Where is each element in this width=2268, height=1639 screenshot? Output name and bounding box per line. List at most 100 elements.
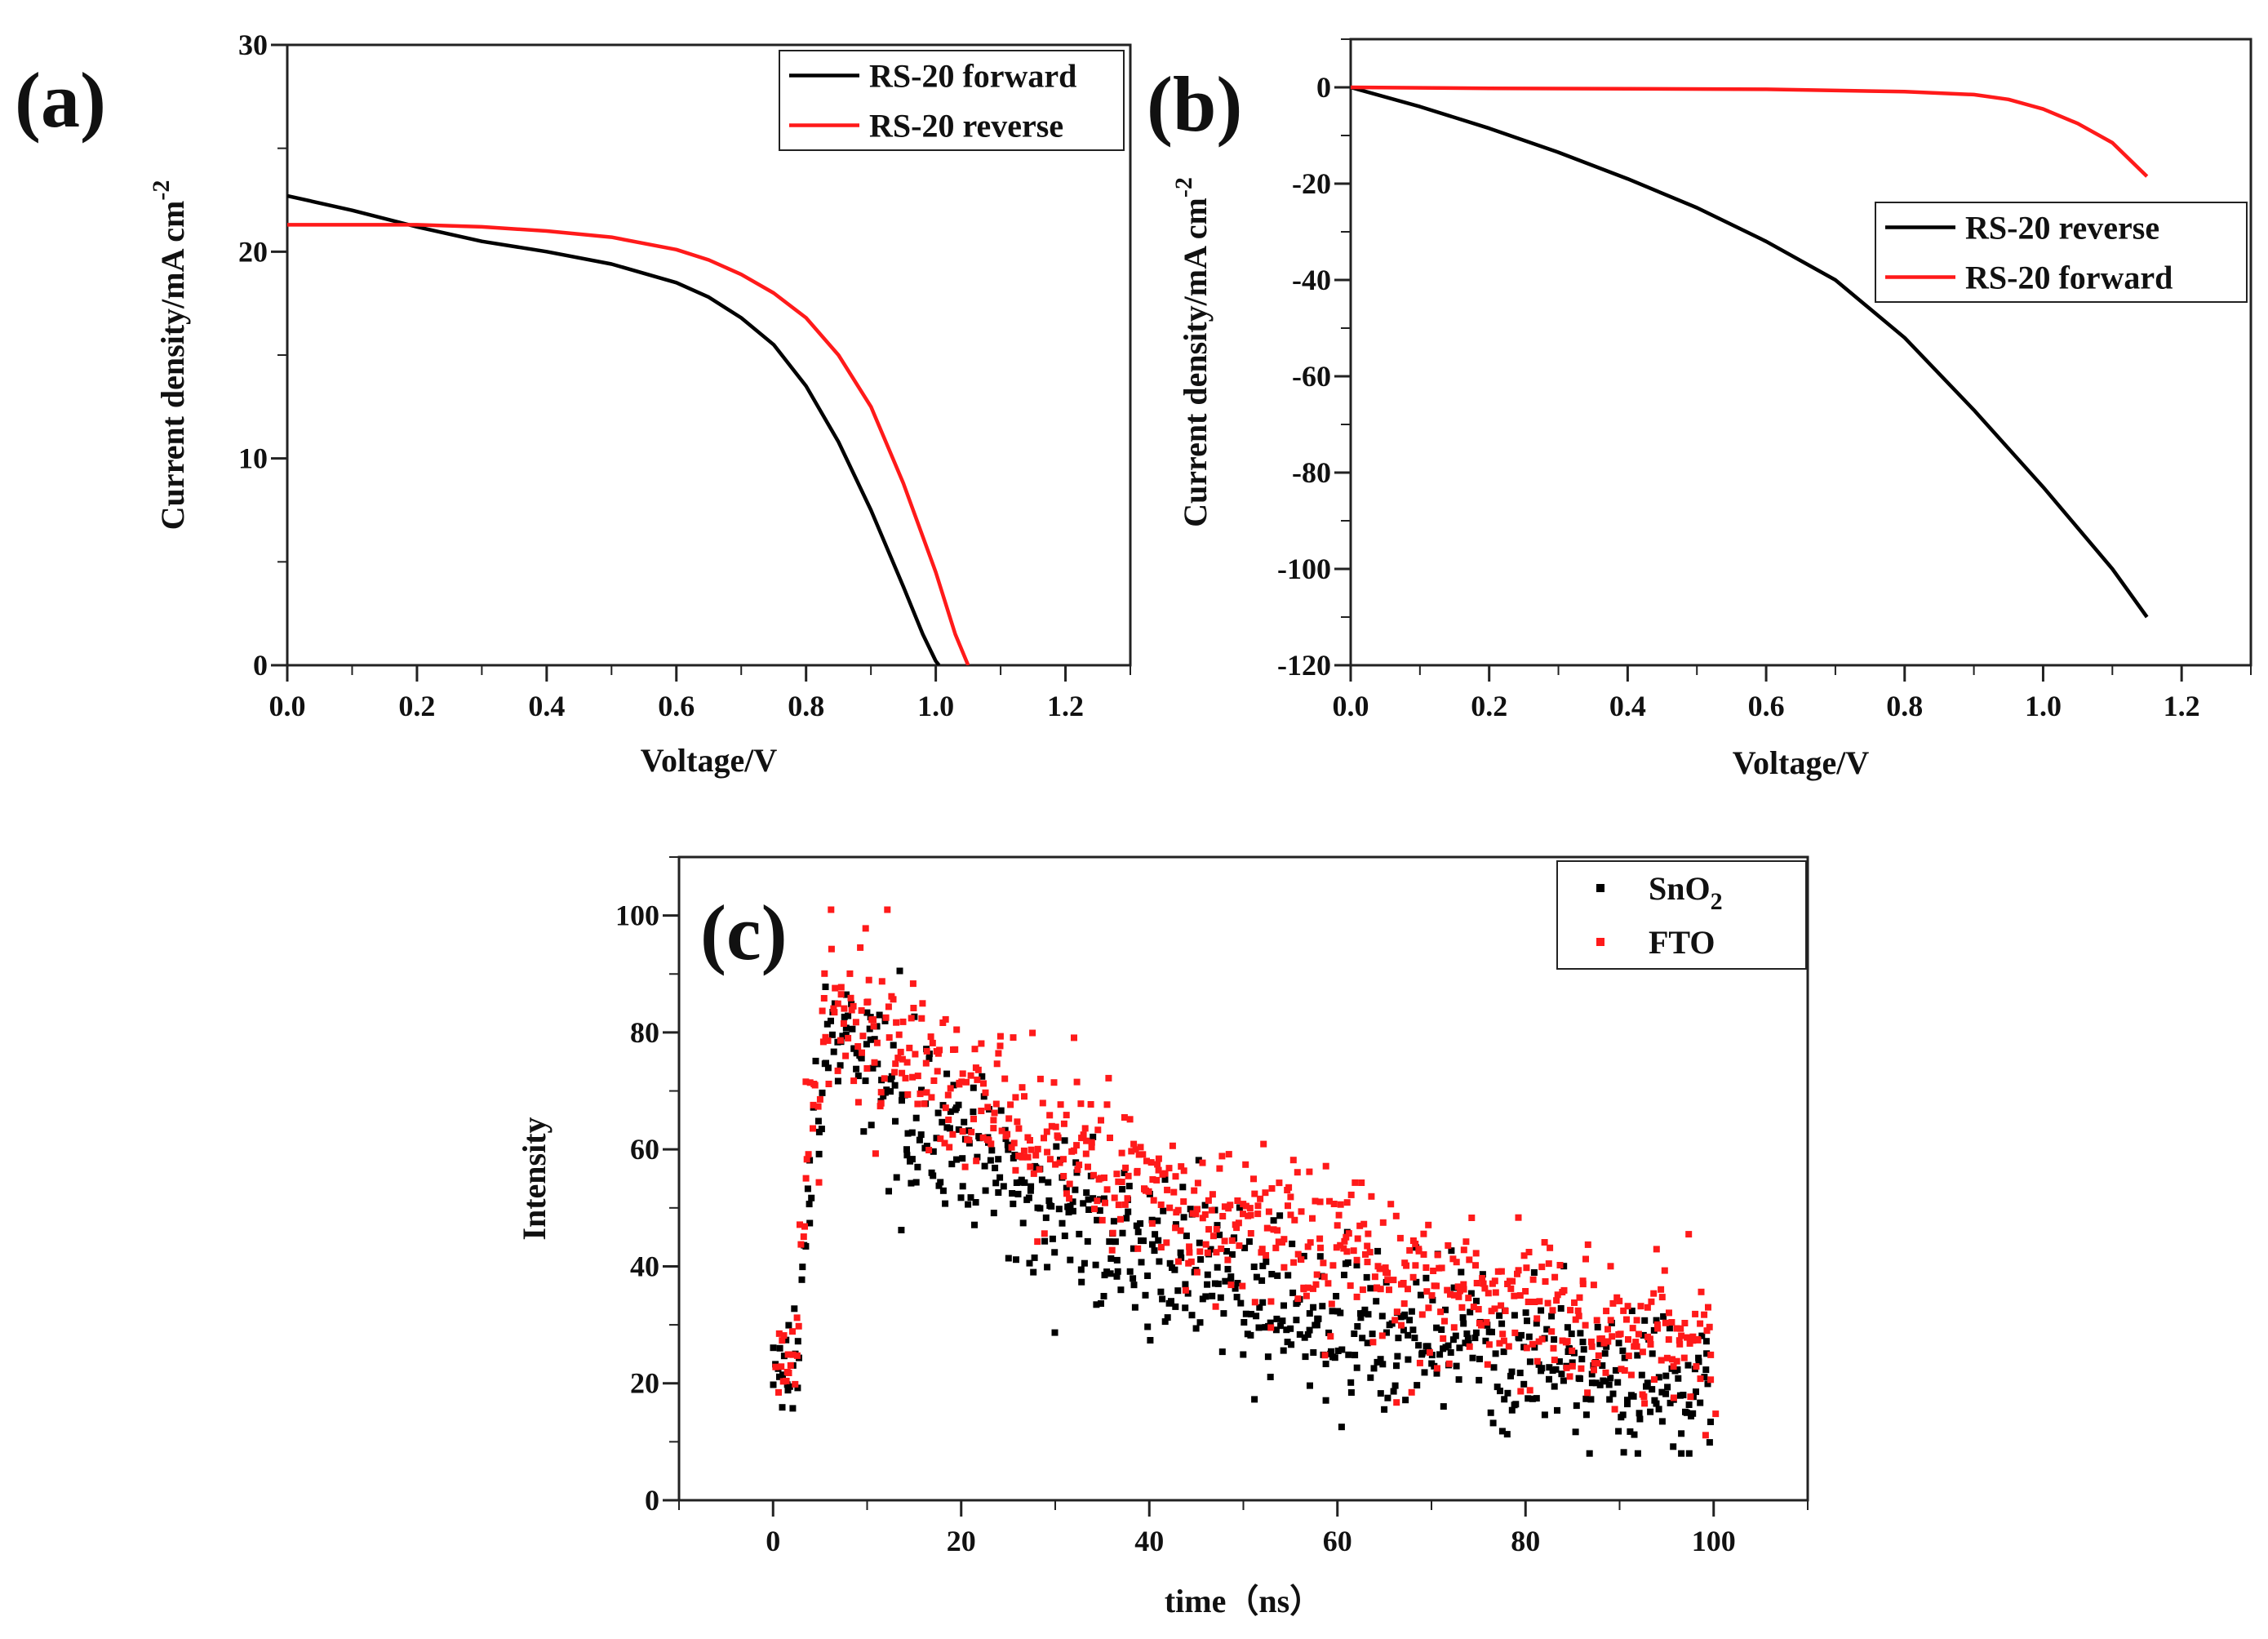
data-point bbox=[1039, 1099, 1046, 1107]
data-point bbox=[1145, 1188, 1152, 1195]
data-point bbox=[988, 1140, 995, 1148]
data-point bbox=[1298, 1208, 1305, 1215]
data-point bbox=[779, 1404, 786, 1411]
data-point bbox=[930, 1172, 937, 1179]
y-axis-label-superscript: -2 bbox=[148, 180, 175, 201]
data-point bbox=[1406, 1317, 1414, 1324]
data-point bbox=[1247, 1230, 1254, 1237]
data-point bbox=[1010, 1034, 1017, 1042]
data-point bbox=[1213, 1226, 1220, 1233]
data-point bbox=[1258, 1246, 1266, 1253]
data-point bbox=[909, 980, 917, 988]
data-point bbox=[893, 1019, 900, 1026]
data-point bbox=[1568, 1330, 1575, 1338]
data-point bbox=[1289, 1240, 1296, 1247]
data-point bbox=[973, 1157, 980, 1165]
data-point bbox=[1115, 1201, 1122, 1209]
data-point bbox=[868, 1122, 875, 1129]
data-point bbox=[1228, 1250, 1236, 1258]
data-point bbox=[1369, 1339, 1377, 1346]
data-point bbox=[1322, 1162, 1329, 1170]
data-point bbox=[1603, 1343, 1610, 1350]
data-point bbox=[1697, 1320, 1704, 1327]
data-point bbox=[1005, 1115, 1013, 1122]
data-point bbox=[1366, 1249, 1374, 1256]
data-point bbox=[1254, 1210, 1262, 1218]
data-point bbox=[1134, 1245, 1142, 1252]
data-point bbox=[1012, 1094, 1019, 1101]
data-point bbox=[1218, 1245, 1225, 1252]
data-point bbox=[1304, 1284, 1312, 1291]
data-point bbox=[775, 1388, 782, 1396]
data-point bbox=[922, 1059, 930, 1067]
data-point bbox=[1523, 1264, 1530, 1272]
data-point bbox=[908, 1179, 915, 1187]
data-point bbox=[1471, 1335, 1479, 1342]
data-point bbox=[1233, 1294, 1241, 1301]
data-point bbox=[1304, 1243, 1312, 1250]
data-point bbox=[1119, 1229, 1126, 1237]
data-point bbox=[898, 1227, 905, 1233]
x-tick-label: 40 bbox=[1134, 1525, 1164, 1557]
data-point bbox=[1322, 1397, 1329, 1404]
data-point bbox=[1254, 1202, 1262, 1210]
legend-box bbox=[1875, 202, 2248, 303]
data-point bbox=[770, 1344, 777, 1352]
data-point bbox=[1559, 1337, 1566, 1344]
data-point bbox=[1567, 1307, 1574, 1314]
data-point bbox=[1658, 1286, 1665, 1293]
data-point bbox=[1450, 1291, 1458, 1299]
data-point bbox=[1082, 1150, 1090, 1157]
data-point bbox=[1080, 1200, 1087, 1207]
data-point bbox=[1134, 1228, 1142, 1236]
data-point bbox=[1208, 1206, 1215, 1214]
data-point bbox=[934, 1050, 942, 1057]
data-point bbox=[1516, 1370, 1524, 1376]
data-point bbox=[1084, 1237, 1091, 1245]
legend: RS-20 forward RS-20 reverse bbox=[779, 50, 1125, 151]
data-point bbox=[1056, 1159, 1063, 1166]
data-point bbox=[1670, 1363, 1677, 1370]
data-point bbox=[1578, 1356, 1586, 1363]
data-point bbox=[770, 1381, 777, 1388]
data-point bbox=[972, 1199, 979, 1206]
data-point bbox=[1533, 1357, 1541, 1365]
data-point bbox=[1063, 1190, 1070, 1197]
data-point bbox=[1159, 1295, 1166, 1303]
data-point bbox=[1522, 1288, 1529, 1295]
data-point bbox=[1582, 1411, 1590, 1419]
data-point bbox=[1248, 1311, 1254, 1317]
data-point bbox=[1411, 1335, 1418, 1342]
data-point bbox=[1174, 1287, 1182, 1295]
data-point bbox=[934, 1109, 942, 1117]
data-point bbox=[1285, 1272, 1292, 1279]
data-point bbox=[1491, 1277, 1498, 1285]
data-point bbox=[1664, 1384, 1671, 1391]
data-point bbox=[1098, 1216, 1106, 1224]
data-point bbox=[1651, 1376, 1658, 1384]
data-point bbox=[895, 1031, 903, 1038]
data-point bbox=[971, 1046, 979, 1053]
data-point bbox=[1132, 1146, 1139, 1153]
data-point bbox=[1204, 1249, 1211, 1256]
data-point bbox=[1525, 1395, 1532, 1402]
data-point bbox=[1387, 1201, 1395, 1208]
data-point bbox=[1533, 1395, 1540, 1402]
data-point bbox=[1472, 1262, 1479, 1269]
data-point bbox=[1199, 1215, 1206, 1222]
data-point bbox=[819, 1007, 826, 1015]
data-point bbox=[1066, 1195, 1073, 1202]
data-point bbox=[1655, 1406, 1662, 1413]
data-point bbox=[1416, 1359, 1423, 1366]
data-point bbox=[1654, 1325, 1662, 1332]
data-point bbox=[1081, 1259, 1088, 1267]
data-point bbox=[1008, 1144, 1015, 1151]
data-point bbox=[1030, 1268, 1037, 1276]
data-point bbox=[866, 1025, 873, 1033]
data-point bbox=[1085, 1163, 1091, 1170]
data-point bbox=[1588, 1343, 1596, 1350]
data-point bbox=[1641, 1400, 1649, 1407]
data-point bbox=[1351, 1352, 1359, 1359]
data-point bbox=[880, 1092, 887, 1099]
data-point bbox=[1478, 1321, 1485, 1329]
